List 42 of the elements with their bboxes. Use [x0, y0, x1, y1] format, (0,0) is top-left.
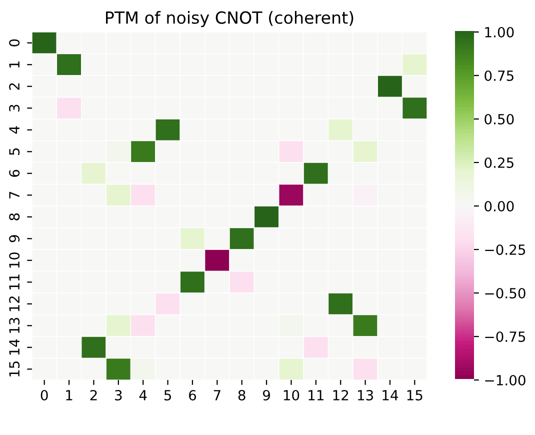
y-tick-label: 9: [9, 235, 20, 242]
y-tick-label: 5: [9, 148, 20, 155]
color-bar-label: 0.50: [484, 114, 514, 124]
x-tick-label: 13: [358, 390, 374, 400]
x-tick-label: 7: [214, 390, 220, 400]
y-tick-label: 6: [9, 170, 20, 177]
y-tick-label: 3: [9, 104, 20, 112]
x-tick-label: 6: [189, 390, 196, 400]
chart-title: PTM of noisy CNOT (coherent): [106, 11, 354, 28]
color-bar-label: −1.00: [485, 374, 526, 386]
x-tick-label: 5: [164, 390, 171, 400]
y-tick-label: 7: [9, 192, 20, 198]
color-bar-label: 1.00: [485, 26, 514, 38]
y-tick-label: 1: [9, 61, 20, 68]
x-tick-label: 3: [115, 390, 122, 400]
y-tick-label: 13: [9, 318, 20, 333]
y-tick-label: 0: [9, 39, 20, 46]
color-bar-label: −0.25: [485, 244, 526, 255]
x-tick-label: 0: [40, 390, 48, 400]
y-tick-label: 10: [9, 252, 20, 268]
x-tick-label: 1: [66, 390, 72, 400]
x-tick-label: 15: [407, 390, 422, 400]
x-tick-label: 9: [262, 390, 270, 400]
y-tick-label: 12: [9, 296, 20, 312]
y-tick-label: 8: [9, 213, 20, 220]
y-tick-label: 4: [9, 126, 20, 134]
y-tick-label: 11: [9, 274, 20, 290]
y-tick-label: 2: [9, 83, 20, 90]
color-bar-label: −0.75: [485, 331, 526, 342]
x-tick-label: 2: [90, 390, 97, 400]
x-tick-label: 10: [284, 390, 300, 400]
x-tick-label: 8: [238, 390, 246, 400]
x-tick-label: 11: [308, 390, 324, 400]
x-tick-label: 4: [139, 390, 147, 400]
color-bar-label: 0.25: [484, 157, 514, 168]
color-bar-label: 0.00: [484, 200, 514, 212]
x-tick-label: 12: [333, 390, 348, 400]
y-tick-label: 15: [9, 362, 20, 376]
y-tick-label: 14: [9, 339, 20, 355]
x-tick-label: 14: [382, 390, 398, 400]
color-bar-label: 0.75: [484, 70, 514, 81]
color-bar-label: −0.50: [485, 288, 526, 298]
